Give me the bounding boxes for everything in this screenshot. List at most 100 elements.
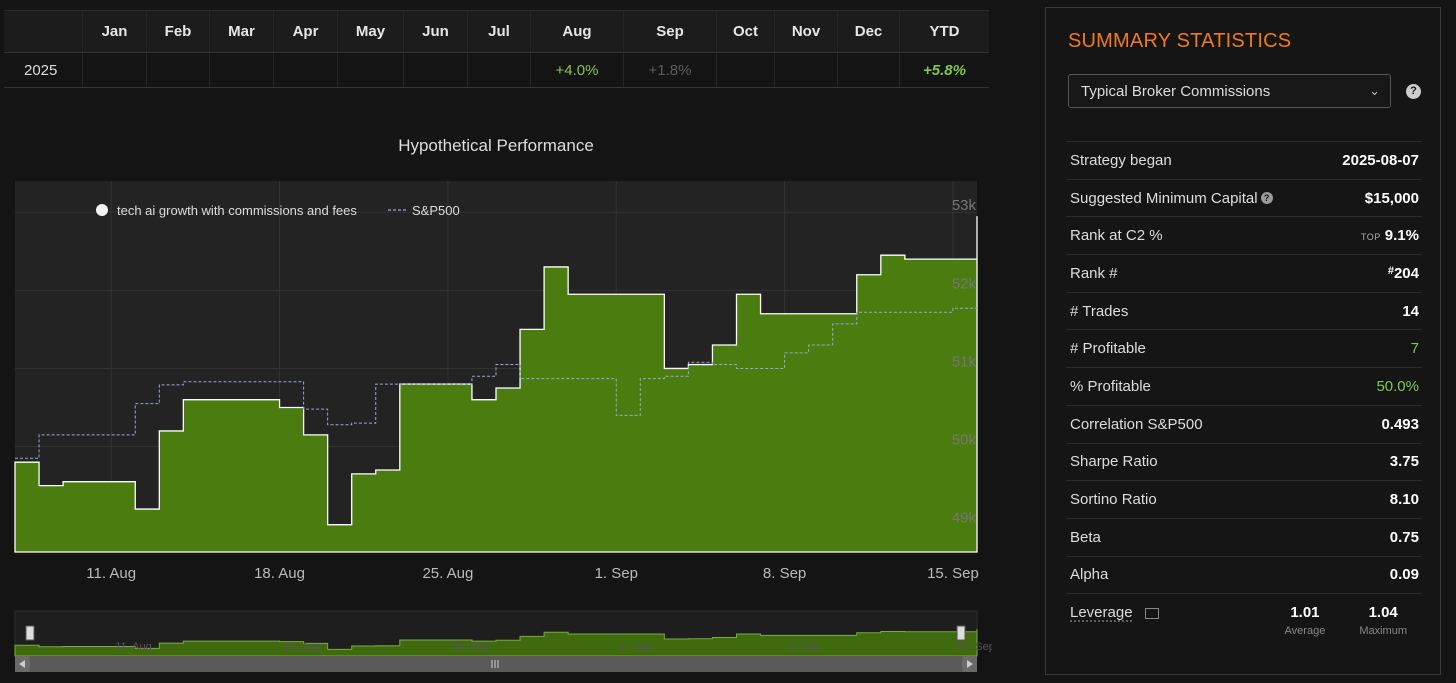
header-dec: Dec [837,11,899,52]
summary-statistics-panel: SUMMARY STATISTICS Typical Broker Commis… [1045,7,1441,675]
stat-leverage: Leverage 1.01 Average 1.04 Maximum [1066,593,1422,647]
question-icon[interactable]: ? [1260,191,1273,204]
stat-profitable: # Profitable 7 [1066,329,1422,367]
stat-label: Correlation S&P500 [1070,415,1203,433]
summary-title: SUMMARY STATISTICS [1068,30,1292,52]
legend-strategy-marker[interactable] [96,204,108,216]
stat-label: Sortino Ratio [1070,491,1157,509]
scroll-right-arrow-icon [967,660,973,668]
header-feb: Feb [146,11,209,52]
stat-value: 9.1% [1384,227,1419,245]
stat-percent-profitable: % Profitable 50.0% [1066,367,1422,405]
y-axis: 49k 50k 51k 52k 53k [952,197,977,526]
x-tick-label: 8. Sep [763,565,806,582]
header-jun: Jun [403,11,467,52]
navigator-left-handle[interactable] [25,625,35,641]
stat-rank-percent: Rank at C2 % TOP 9.1% [1066,216,1422,254]
header-ytd: YTD [899,11,989,52]
stat-sharpe: Sharpe Ratio 3.75 [1066,442,1422,481]
x-tick-label: 15. Sep [927,565,979,582]
navigator-tick-label: 1. Sep [620,641,652,653]
monthly-returns-table: Jan Feb Mar Apr May Jun Jul Aug Sep Oct … [4,10,989,88]
header-aug: Aug [530,11,623,52]
header-oct: Oct [716,11,774,52]
cell-ytd: +5.8% [899,53,989,87]
stat-trades: # Trades 14 [1066,291,1422,330]
x-tick-label: 11. Aug [86,565,136,582]
header-sep: Sep [623,11,716,52]
navigator-right-handle[interactable] [956,625,966,641]
stat-value: 14 [1402,302,1419,320]
y-tick-label: 52k [952,275,977,292]
stat-beta: Beta 0.75 [1066,517,1422,556]
cell-oct [716,53,774,87]
chart-icon[interactable] [1144,607,1159,619]
stat-value: 7 [1410,340,1419,358]
stat-label: Rank at C2 % [1070,227,1163,245]
stat-strategy-began: Strategy began 2025-08-07 [1066,141,1422,179]
navigator-tick-label: 15. Sep [957,641,992,653]
navigator-area [14,628,978,657]
header-may: May [337,11,403,52]
cell-may [337,53,403,87]
chart-title: Hypothetical Performance [398,136,594,155]
cell-apr [273,53,337,87]
x-axis: 11. Aug 18. Aug 25. Aug 1. Sep 8. Sep 15. Sep [86,565,979,582]
range-navigator[interactable]: 11. Aug 18. Aug 25. Aug 1. Sep 8. Sep 15. Sep [14,610,992,672]
navigator-tick-label: 18. Aug [284,641,321,653]
commission-select[interactable]: Typical Broker Commissions ⌄ [1068,74,1391,108]
cell-jul [467,53,530,87]
stat-label: % Profitable [1070,377,1151,395]
stat-label: Strategy began [1070,151,1172,169]
header-mar: Mar [209,11,273,52]
stats-list: Strategy began 2025-08-07 Suggested Mini… [1066,141,1422,647]
stat-value: 0.75 [1389,528,1419,546]
stat-sortino: Sortino Ratio 8.10 [1066,480,1422,518]
stat-label: Beta [1070,528,1101,546]
scroll-left-arrow-icon [19,660,25,668]
benchmark-line-series[interactable] [15,307,977,459]
stat-label: Suggested Minimum Capital [1070,189,1258,207]
navigator-tick-label: 8. Sep [789,641,821,653]
leverage-maximum-value: 1.04 [1368,604,1398,622]
performance-chart[interactable]: 49k 50k 51k 52k 53k 11. Aug 18. Aug 25. Aug 1. … [0,175,992,680]
stat-value: 0.09 [1389,566,1419,584]
cell-mar [209,53,273,87]
x-tick-label: 1. Sep [595,565,638,582]
cell-aug: +4.0% [530,53,623,87]
stat-label: Sharpe Ratio [1070,453,1158,471]
stat-label: Alpha [1070,566,1109,584]
y-tick-label: 50k [952,432,977,449]
rank-top-tag: TOP [1360,232,1381,243]
leverage-average-value: 1.01 [1290,604,1320,622]
stat-alpha: Alpha 0.09 [1066,555,1422,594]
x-tick-label: 25. Aug [422,565,473,582]
y-tick-label: 49k [952,510,977,527]
cell-nov [774,53,837,87]
header-year [4,11,82,52]
stat-correlation: Correlation S&P500 0.493 [1066,404,1422,443]
commission-select-value: Typical Broker Commissions [1081,82,1271,100]
chart-legend: tech ai growth with commissions and fees… [96,203,460,218]
stat-value: 2025-08-07 [1342,151,1419,169]
stat-label: Rank # [1070,264,1118,282]
header-jan: Jan [82,11,146,52]
strategy-area-series[interactable] [14,216,978,553]
stat-label: # Profitable [1070,340,1146,358]
stat-value: 8.10 [1389,491,1419,509]
y-tick-label: 53k [952,197,977,214]
leverage-maximum-label: Maximum [1359,625,1407,638]
cell-jan [82,53,146,87]
cell-jun [403,53,467,87]
cell-feb [146,53,209,87]
navigator-scrollbar[interactable] [15,656,977,672]
help-icon[interactable]: ? [1406,84,1421,99]
navigator-tick-label: 11. Aug [115,641,152,653]
navigator-tick-label: 25. Aug [452,641,489,653]
header-apr: Apr [273,11,337,52]
legend-benchmark-label[interactable]: S&P500 [412,203,460,218]
stat-min-capital: Suggested Minimum Capital? $15,000 [1066,178,1422,217]
legend-strategy-label[interactable]: tech ai growth with commissions and fees [117,203,357,218]
y-tick-label: 51k [952,353,977,370]
leverage-label[interactable]: Leverage [1070,604,1133,622]
